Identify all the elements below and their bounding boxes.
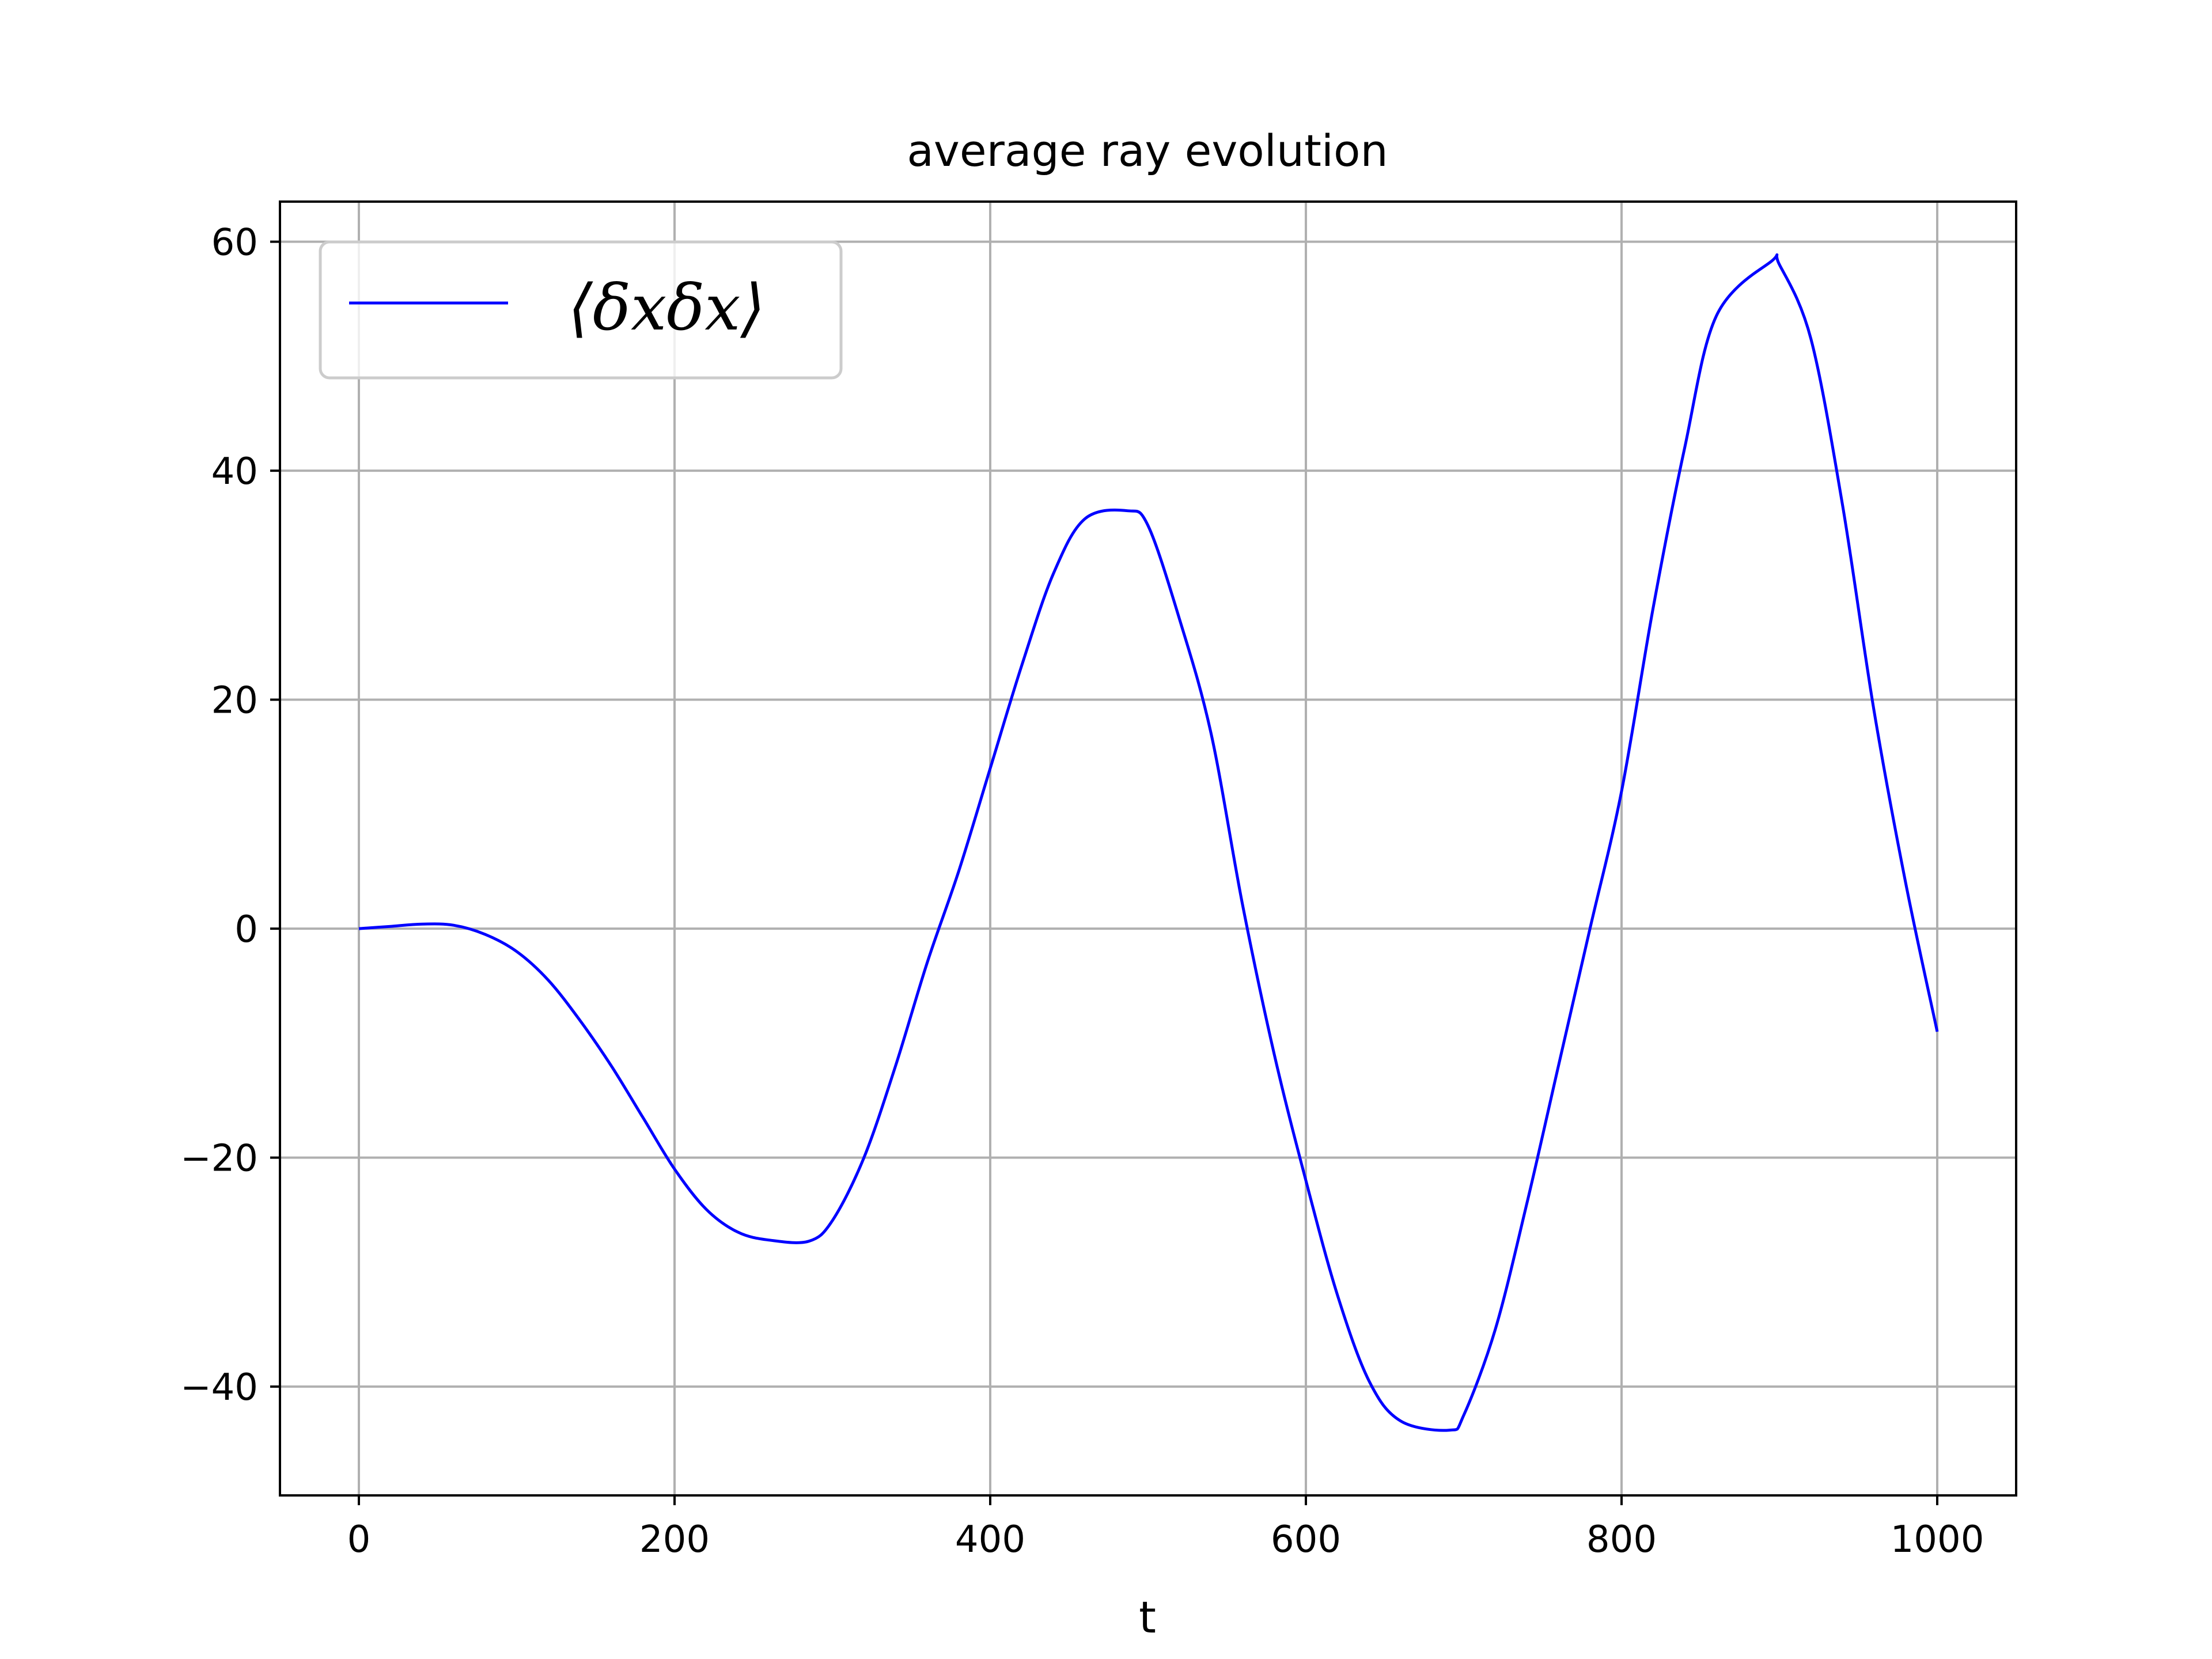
series-line-0 (358, 253, 1939, 1432)
plot-area-frame (279, 200, 2017, 1497)
legend-box (319, 240, 843, 380)
chart-title: average ray evolution (907, 125, 1388, 176)
x-tick-label: 800 (1586, 1518, 1657, 1561)
x-tick-label: 1000 (1891, 1518, 1984, 1561)
x-tick-label: 400 (955, 1518, 1025, 1561)
x-tick-label: 0 (347, 1518, 371, 1561)
legend-label: ⟨δxδx⟩ (568, 271, 765, 344)
x-tick-label: 600 (1271, 1518, 1341, 1561)
y-tick-label: −40 (180, 1366, 258, 1409)
x-axis-title: t (1139, 1592, 1156, 1643)
legend: ⟨δxδx⟩ (319, 240, 843, 380)
y-tick-label: 40 (211, 450, 258, 493)
y-axis-ticks: −40 −20 0 20 40 60 (180, 222, 280, 1409)
x-tick-label: 200 (639, 1518, 710, 1561)
x-axis-ticks: 0 200 400 600 800 1000 (347, 1495, 1984, 1561)
y-tick-label: 60 (211, 222, 258, 264)
gridlines (280, 202, 2016, 1495)
y-tick-label: −20 (180, 1138, 258, 1180)
y-tick-label: 0 (234, 908, 258, 951)
series-layer (358, 253, 1939, 1432)
y-tick-label: 20 (211, 680, 258, 722)
